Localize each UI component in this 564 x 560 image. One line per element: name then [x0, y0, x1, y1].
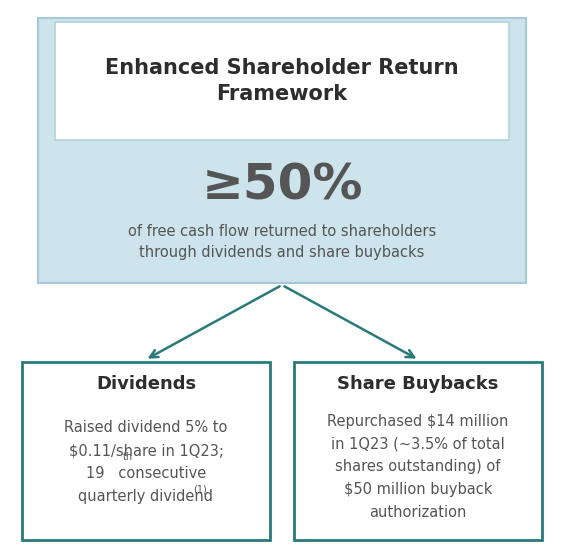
- FancyBboxPatch shape: [38, 18, 526, 283]
- FancyBboxPatch shape: [294, 362, 542, 540]
- Text: (1): (1): [193, 485, 207, 495]
- Text: of free cash flow returned to shareholders
through dividends and share buybacks: of free cash flow returned to shareholde…: [128, 224, 436, 260]
- Text: th: th: [123, 452, 133, 462]
- FancyBboxPatch shape: [55, 22, 509, 140]
- Text: ≥50%: ≥50%: [201, 161, 363, 209]
- Text: Repurchased $14 million
in 1Q23 (~3.5% of total
shares outstanding) of
$50 milli: Repurchased $14 million in 1Q23 (~3.5% o…: [327, 414, 509, 520]
- Text: Raised dividend 5% to
$0.11/share in 1Q23;
19   consecutive
quarterly dividend: Raised dividend 5% to $0.11/share in 1Q2…: [64, 421, 228, 503]
- Text: Dividends: Dividends: [96, 375, 196, 393]
- Text: Enhanced Shareholder Return
Framework: Enhanced Shareholder Return Framework: [105, 58, 459, 104]
- Text: Share Buybacks: Share Buybacks: [337, 375, 499, 393]
- FancyBboxPatch shape: [22, 362, 270, 540]
